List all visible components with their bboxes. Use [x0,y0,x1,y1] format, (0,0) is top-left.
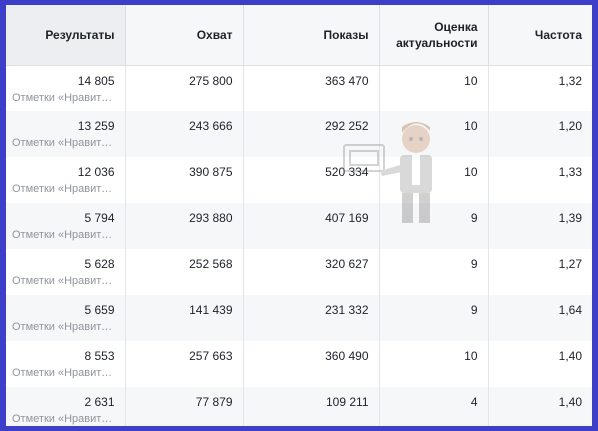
cell-relevance: 9 [379,203,489,249]
cell-relevance: 4 [379,387,489,426]
column-header-frequency-label: Частота [534,27,582,42]
cell-impressions: 109 211 [243,387,380,426]
cell-impressions: 320 627 [243,249,380,295]
table-row[interactable]: 14 805 Отметки «Нравится» ... 275 800 363… [6,65,592,111]
column-header-frequency[interactable]: Частота [488,5,592,66]
result-value: 13 259 [77,119,115,133]
column-header-impressions[interactable]: Показы [243,5,380,66]
ads-results-table-container: Результаты Охват Показы Оценка актуальнос… [6,5,592,426]
result-value: 8 553 [84,349,115,363]
cell-reach: 275 800 [125,65,244,111]
cell-reach: 257 663 [125,341,244,387]
result-value: 5 628 [84,257,115,271]
result-type: Отметки «Нравится» ... [12,275,115,287]
cell-reach: 252 568 [125,249,244,295]
cell-relevance: 9 [379,295,489,341]
cell-results: 5 659 Отметки «Нравится» ... [6,295,126,341]
cell-impressions: 520 334 [243,157,380,203]
cell-frequency: 1,20 [488,111,592,157]
column-header-impressions-label: Показы [323,27,369,42]
result-value: 5 659 [84,303,115,317]
cell-relevance: 10 [379,157,489,203]
result-type: Отметки «Нравится» ... [12,91,115,104]
cell-impressions: 231 332 [243,295,380,341]
cell-reach: 243 666 [125,111,244,157]
cell-relevance: 10 [379,111,489,157]
column-header-reach[interactable]: Охват [125,5,244,66]
table-row[interactable]: 2 631 Отметки «Нравится» ... 77 879 109 2… [6,387,592,426]
cell-reach: 390 875 [125,157,244,203]
cell-frequency: 1,64 [488,295,592,341]
result-type: Отметки «Нравится» ... [12,413,115,425]
cell-frequency: 1,32 [558,73,582,88]
cell-results: 5 794 Отметки «Нравится» ... [6,203,126,249]
ads-results-table: Результаты Охват Показы Оценка актуальнос… [6,5,592,426]
table-row[interactable]: 5 659 Отметки «Нравится» ... 141 439 231 … [6,295,592,341]
result-type: Отметки «Нравится» ... [12,137,115,149]
column-header-reach-label: Охват [196,27,233,42]
cell-results: 8 553 Отметки «Нравится» ... [6,341,126,387]
cell-reach: 141 439 [125,295,244,341]
cell-impressions: 360 490 [243,341,380,387]
cell-reach: 293 880 [125,203,244,249]
table-row[interactable]: 5 628 Отметки «Нравится» ... 252 568 320 … [6,249,592,295]
result-value: 12 036 [77,165,115,179]
cell-relevance: 10 [379,341,489,387]
cell-frequency: 1,39 [488,203,592,249]
column-header-relevance[interactable]: Оценка актуальности [379,5,489,66]
result-value: 2 631 [84,395,115,409]
cell-results: 13 259 Отметки «Нравится» ... [6,111,126,157]
cell-frequency: 1,27 [558,257,582,271]
cell-relevance: 9 [379,249,489,295]
result-type: Отметки «Нравится» ... [12,367,115,379]
table-row[interactable]: 8 553 Отметки «Нравится» ... 257 663 360 … [6,341,592,387]
column-header-relevance-label-line1: Оценка [434,19,478,34]
cell-frequency: 1,33 [558,165,582,179]
column-header-results[interactable]: Результаты [6,5,126,66]
column-header-results-label: Результаты [45,27,115,42]
result-type: Отметки «Нравится» ... [12,229,115,241]
result-value: 14 805 [77,73,115,88]
result-type: Отметки «Нравится» ... [12,183,115,195]
result-value: 5 794 [84,211,115,225]
table-row[interactable]: 13 259 Отметки «Нравится» ... 243 666 292… [6,111,592,157]
column-header-relevance-label-line2: актуальности [396,35,478,50]
table-row[interactable]: 5 794 Отметки «Нравится» ... 293 880 407 … [6,203,592,249]
cell-frequency: 1,40 [558,349,582,363]
cell-impressions: 363 470 [243,65,380,111]
cell-relevance: 10 [379,65,489,111]
table-header-row: Результаты Охват Показы Оценка актуальнос… [6,5,592,66]
cell-frequency: 1,40 [488,387,592,426]
cell-results: 5 628 Отметки «Нравится» ... [6,249,126,295]
cell-results: 2 631 Отметки «Нравится» ... [6,387,126,426]
cell-impressions: 292 252 [243,111,380,157]
cell-results: 12 036 Отметки «Нравится» ... [6,157,126,203]
result-type: Отметки «Нравится» ... [12,321,115,333]
cell-results: 14 805 Отметки «Нравится» ... [6,65,126,111]
cell-reach: 77 879 [125,387,244,426]
cell-impressions: 407 169 [243,203,380,249]
table-row[interactable]: 12 036 Отметки «Нравится» ... 390 875 520… [6,157,592,203]
